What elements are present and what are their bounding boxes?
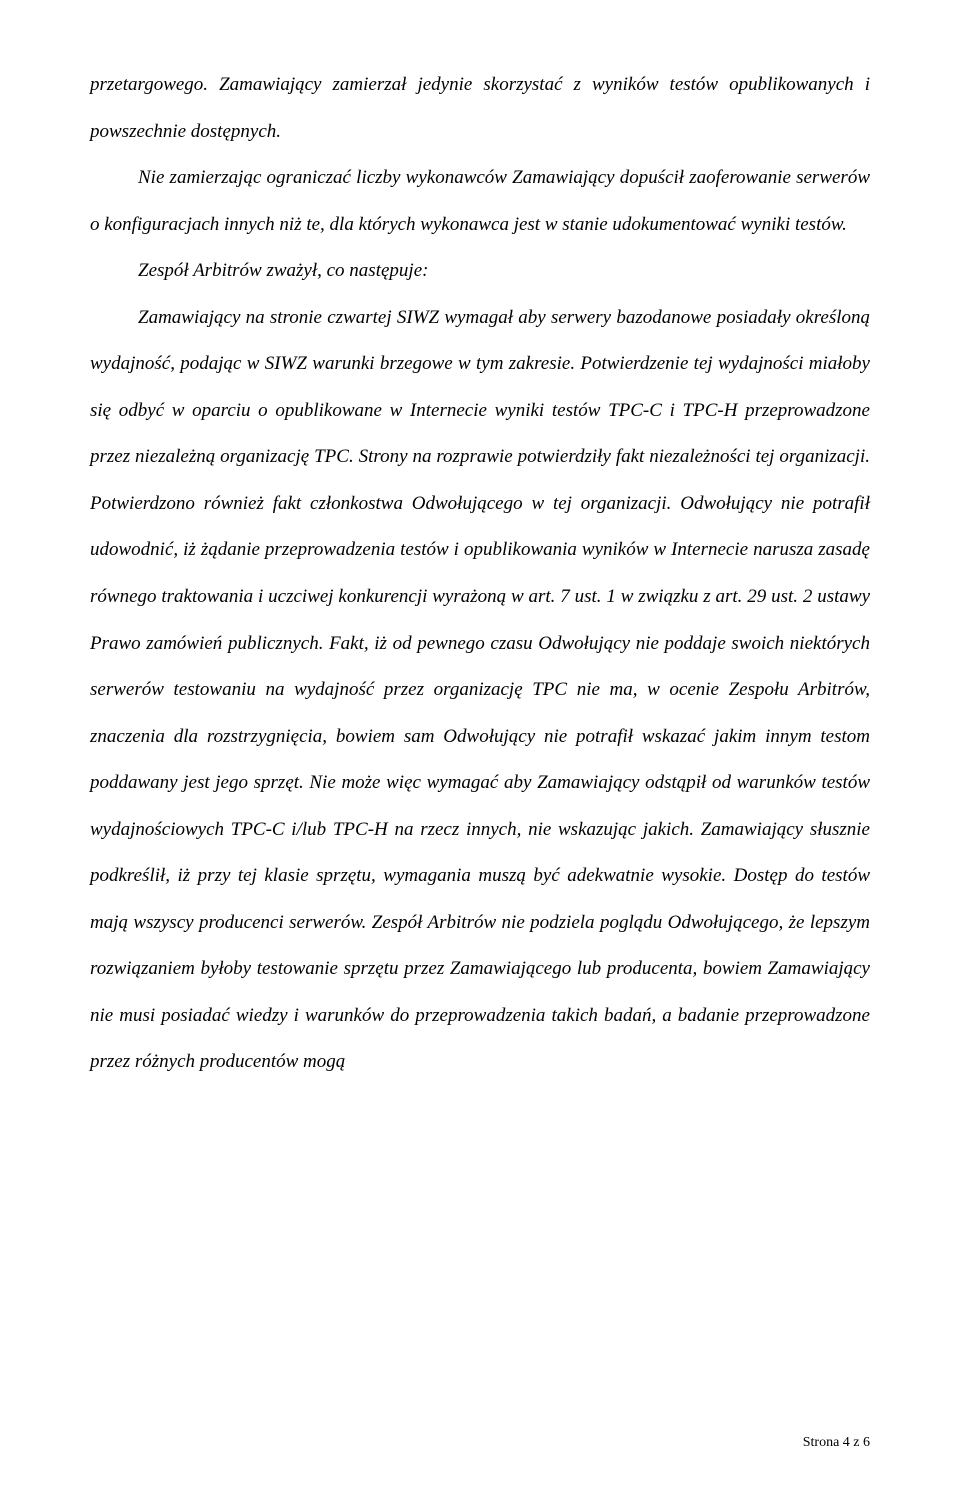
page-footer: Strona 4 z 6 bbox=[803, 1435, 870, 1451]
document-body: przetargowego. Zamawiający zamierzał jed… bbox=[90, 62, 870, 1086]
document-page: przetargowego. Zamawiający zamierzał jed… bbox=[0, 0, 960, 1493]
paragraph-1: przetargowego. Zamawiający zamierzał jed… bbox=[90, 62, 870, 155]
paragraph-2: Nie zamierzając ograniczać liczby wykona… bbox=[90, 155, 870, 248]
paragraph-4: Zamawiający na stronie czwartej SIWZ wym… bbox=[90, 295, 870, 1086]
paragraph-3: Zespół Arbitrów zważył, co następuje: bbox=[90, 248, 870, 295]
